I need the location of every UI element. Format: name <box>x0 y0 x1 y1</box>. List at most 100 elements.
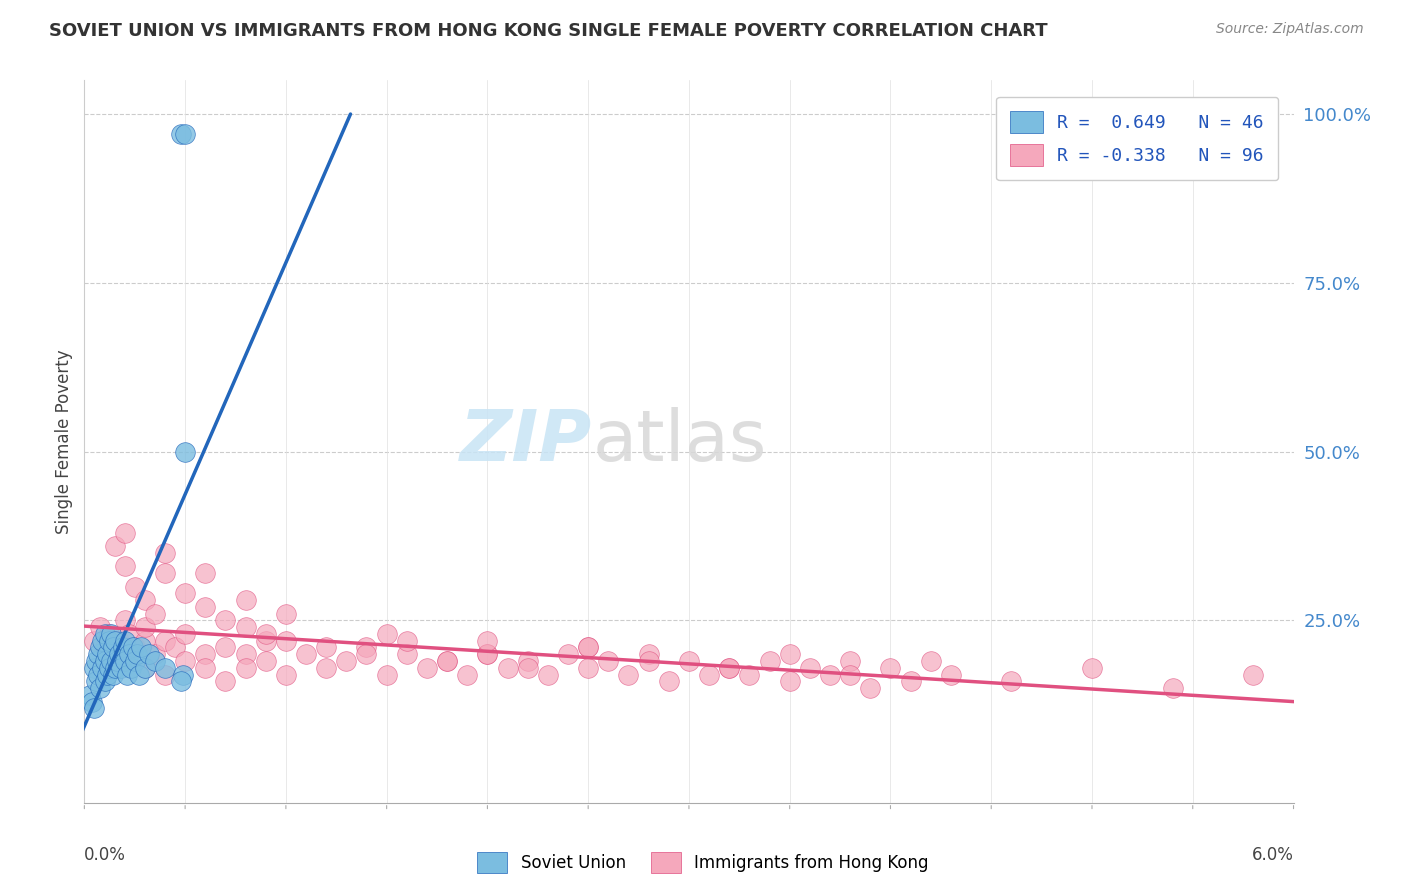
Point <box>516 661 538 675</box>
Point <box>134 661 156 675</box>
Point <box>86 674 108 689</box>
Point <box>617 667 640 681</box>
Point <box>859 681 882 695</box>
Point <box>576 640 599 655</box>
Point <box>125 647 148 661</box>
Point <box>315 640 337 655</box>
Y-axis label: Single Female Poverty: Single Female Poverty <box>55 350 73 533</box>
Point <box>114 614 136 628</box>
Point <box>879 661 901 675</box>
Point <box>194 647 217 661</box>
Point <box>124 580 146 594</box>
Point <box>115 667 138 681</box>
Point <box>172 667 194 681</box>
Point <box>107 633 129 648</box>
Point <box>120 661 142 675</box>
Point <box>576 661 599 675</box>
Point <box>496 661 519 675</box>
Point <box>1000 674 1022 689</box>
Text: 0.0%: 0.0% <box>84 847 127 864</box>
Point <box>738 667 761 681</box>
Point <box>1081 661 1104 675</box>
Point <box>295 647 318 661</box>
Point <box>678 654 700 668</box>
Point <box>107 647 129 661</box>
Point <box>86 654 108 668</box>
Point <box>153 566 176 581</box>
Point <box>315 661 337 675</box>
Point <box>214 640 236 655</box>
Point <box>477 633 499 648</box>
Point <box>637 647 659 661</box>
Point <box>83 661 105 675</box>
Point <box>114 525 136 540</box>
Point <box>114 654 136 668</box>
Point <box>87 667 110 681</box>
Point <box>138 647 160 661</box>
Point <box>658 674 681 689</box>
Point <box>375 667 398 681</box>
Point <box>477 647 499 661</box>
Text: Source: ZipAtlas.com: Source: ZipAtlas.com <box>1216 22 1364 37</box>
Point <box>194 599 217 614</box>
Point <box>110 661 132 675</box>
Point <box>105 654 128 668</box>
Point <box>477 647 499 661</box>
Point <box>214 614 236 628</box>
Point <box>124 640 146 655</box>
Point <box>93 674 115 689</box>
Point <box>174 586 197 600</box>
Point <box>111 640 134 655</box>
Point <box>779 674 801 689</box>
Point <box>779 647 801 661</box>
Point <box>82 694 104 708</box>
Point <box>274 633 297 648</box>
Point <box>93 627 115 641</box>
Point <box>395 633 418 648</box>
Text: ZIP: ZIP <box>460 407 592 476</box>
Legend: Soviet Union, Immigrants from Hong Kong: Soviet Union, Immigrants from Hong Kong <box>471 846 935 880</box>
Point <box>79 688 101 702</box>
Point <box>254 633 277 648</box>
Point <box>83 701 105 715</box>
Point <box>356 647 378 661</box>
Point <box>235 593 257 607</box>
Point <box>165 640 187 655</box>
Point <box>235 661 257 675</box>
Point <box>274 667 297 681</box>
Point <box>87 647 110 661</box>
Point <box>118 647 141 661</box>
Point <box>254 627 277 641</box>
Point <box>93 640 115 655</box>
Point <box>134 661 156 675</box>
Point <box>436 654 458 668</box>
Point <box>637 654 659 668</box>
Point <box>104 661 127 675</box>
Point <box>153 546 176 560</box>
Point <box>194 661 217 675</box>
Point <box>174 128 197 142</box>
Point <box>576 640 599 655</box>
Point <box>839 654 862 668</box>
Point <box>101 640 124 655</box>
Point <box>839 667 862 681</box>
Point <box>758 654 780 668</box>
Point <box>214 674 236 689</box>
Point <box>97 633 120 648</box>
Point <box>91 633 114 648</box>
Point <box>104 647 127 661</box>
Text: 6.0%: 6.0% <box>1251 847 1294 864</box>
Point <box>697 667 720 681</box>
Point <box>516 654 538 668</box>
Point <box>89 640 111 655</box>
Point <box>799 661 821 675</box>
Point <box>818 667 841 681</box>
Text: SOVIET UNION VS IMMIGRANTS FROM HONG KONG SINGLE FEMALE POVERTY CORRELATION CHAR: SOVIET UNION VS IMMIGRANTS FROM HONG KON… <box>49 22 1047 40</box>
Point <box>174 654 197 668</box>
Point <box>129 640 152 655</box>
Point <box>143 654 166 668</box>
Point <box>114 654 136 668</box>
Point <box>557 647 579 661</box>
Point <box>235 647 257 661</box>
Point <box>100 654 122 668</box>
